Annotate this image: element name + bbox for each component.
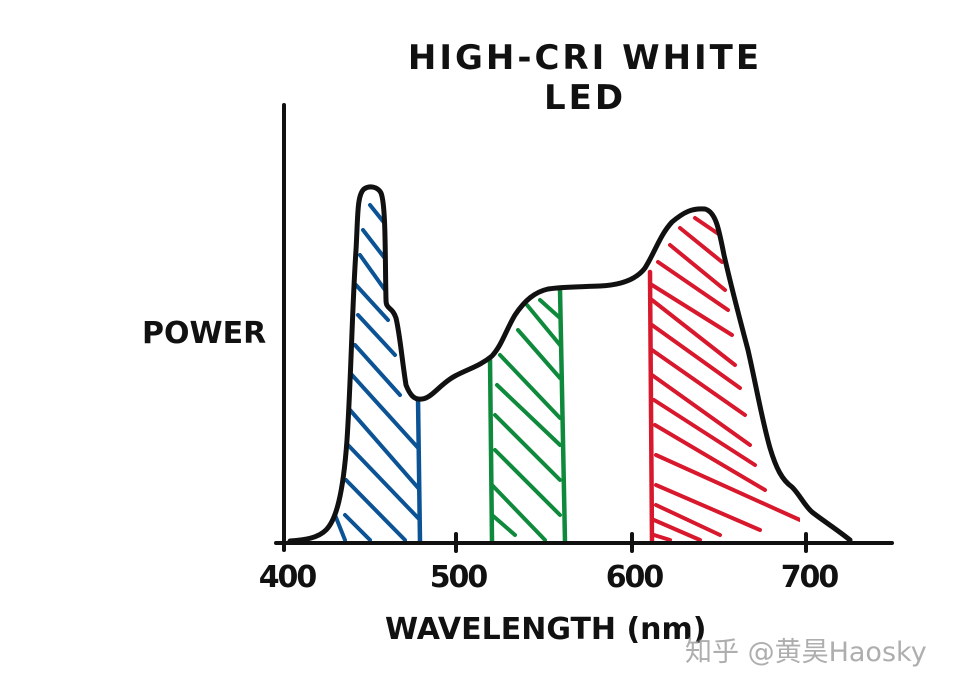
x-tick-label-400: 400 — [258, 560, 318, 595]
chart-title: HIGH-CRI WHITE LED — [407, 38, 763, 118]
spectrum-curve — [287, 184, 853, 544]
blue-band — [333, 203, 423, 544]
green-band — [487, 286, 568, 544]
green-band-right-edge — [557, 286, 568, 544]
y-axis-label: POWER — [142, 316, 267, 351]
green-band-left-edge — [487, 355, 495, 544]
x-axis-label: WAVELENGTH (nm) — [385, 612, 707, 647]
red-band — [647, 216, 800, 544]
watermark: 知乎 @黄昊Haosky — [685, 637, 927, 668]
red-band-edge — [647, 269, 655, 544]
x-tick-label-600: 600 — [605, 560, 665, 595]
blue-band-edge — [415, 395, 423, 544]
x-tick-label-700: 700 — [780, 560, 840, 595]
x-tick-label-500: 500 — [429, 560, 489, 595]
